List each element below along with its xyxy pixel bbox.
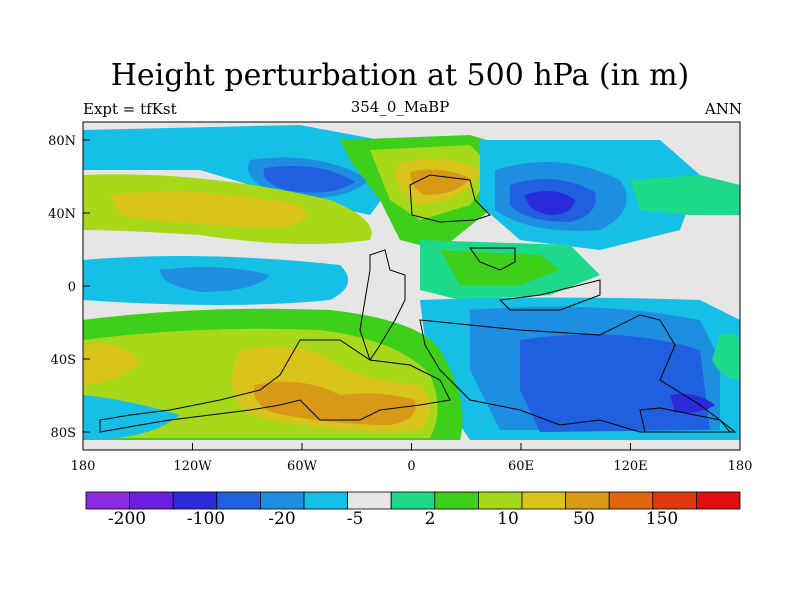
experiment-label: Expt = tfKst bbox=[83, 100, 177, 118]
y-tick-label: 0 bbox=[68, 280, 76, 295]
x-tick-label: 0 bbox=[407, 459, 415, 474]
season-label: ANN bbox=[704, 100, 742, 118]
colorbar-swatch bbox=[216, 491, 261, 510]
x-tick-label: 120E bbox=[613, 459, 647, 474]
contour-sw-cyan bbox=[83, 395, 180, 440]
contour-tropics-blue bbox=[160, 266, 270, 292]
colorbar-label: 50 bbox=[573, 509, 595, 529]
colorbar-swatch bbox=[696, 491, 741, 510]
contour-se-green bbox=[712, 333, 740, 380]
colorbar-swatch bbox=[347, 491, 392, 510]
coastline-americas bbox=[359, 249, 406, 362]
x-tick-label: 60W bbox=[287, 459, 318, 474]
colorbar-label: 10 bbox=[497, 509, 519, 529]
colorbar-swatch bbox=[652, 491, 697, 510]
colorbar bbox=[85, 491, 741, 510]
period-label: 354_0_MaBP bbox=[350, 98, 450, 116]
contour-asia-core bbox=[525, 191, 575, 215]
colorbar-swatch bbox=[477, 491, 523, 510]
coastline-south-eastcontinent bbox=[419, 314, 732, 433]
colorbar-swatch bbox=[259, 491, 305, 510]
colorbar-swatch bbox=[434, 491, 479, 510]
colorbar-swatch bbox=[129, 491, 174, 510]
y-tick-label: 40N bbox=[48, 207, 76, 222]
colorbar-label: -20 bbox=[268, 509, 296, 529]
contour-eastpacific-green bbox=[630, 175, 740, 215]
colorbar-swatch bbox=[172, 491, 218, 510]
colorbar-swatch bbox=[303, 491, 348, 510]
colorbar-swatch bbox=[608, 491, 654, 510]
x-tick-label: 60E bbox=[508, 459, 534, 474]
contour-40n-yellow bbox=[110, 191, 307, 228]
x-tick-label: 180 bbox=[71, 459, 96, 474]
x-tick-label: 120W bbox=[173, 459, 212, 474]
colorbar-label: -100 bbox=[186, 509, 226, 529]
colorbar-label: -5 bbox=[346, 509, 364, 529]
contour-south-darkblue bbox=[520, 334, 710, 432]
contour-tropics-lightgreen bbox=[440, 250, 560, 285]
colorbar-swatch bbox=[85, 491, 130, 510]
coastline-eastern-island bbox=[639, 407, 737, 433]
contour-sw-orange bbox=[254, 381, 416, 425]
y-tick-label: 40S bbox=[51, 353, 76, 368]
colorbar-swatch bbox=[521, 491, 566, 510]
x-tick-label: 180 bbox=[728, 459, 753, 474]
y-tick-label: 80N bbox=[48, 134, 76, 149]
plot-title: Height perturbation at 500 hPa (in m) bbox=[110, 58, 690, 93]
coastline-eastcontinent bbox=[498, 279, 601, 311]
contour-europe-orange bbox=[410, 169, 470, 195]
colorbar-swatch bbox=[565, 491, 610, 510]
ticks bbox=[82, 139, 741, 450]
coastline-europe bbox=[409, 174, 491, 223]
colorbar-swatch bbox=[390, 491, 436, 510]
height-perturbation-field bbox=[83, 122, 740, 450]
colorbar-label: -200 bbox=[107, 509, 147, 529]
colorbar-label: 150 bbox=[645, 509, 679, 529]
x-tick-labels: 180 120W 60W 0 60E 120E 180 bbox=[71, 459, 753, 474]
coastlines bbox=[99, 174, 737, 433]
colorbar-label: 2 bbox=[424, 509, 436, 529]
coastline-south-westcontinent bbox=[99, 339, 451, 433]
coastline-arabia bbox=[469, 247, 516, 271]
contour-north-darkblue bbox=[263, 165, 355, 193]
y-tick-label: 80S bbox=[51, 426, 76, 441]
y-tick-labels: 80N 40N 0 40S 80S bbox=[48, 134, 76, 441]
